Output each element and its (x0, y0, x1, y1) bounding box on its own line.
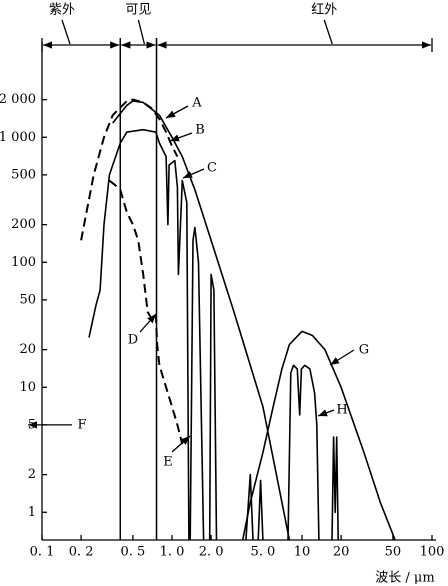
y-tick-label: 200 (11, 217, 36, 232)
curve-label: H (336, 403, 347, 418)
x-tick-label: 5. 0 (250, 545, 275, 560)
annotation-label: F (77, 417, 86, 432)
curve (112, 100, 291, 541)
curve-pointer (139, 313, 157, 333)
x-tick-label: 0. 5 (120, 545, 145, 560)
y-tick-label: 50 (19, 292, 36, 307)
x-tick-label: 50 (385, 545, 402, 560)
x-tick-label: 0. 2 (69, 545, 94, 560)
y-tick-label: 2 000 (0, 92, 36, 107)
y-tick-label: 1 (28, 505, 36, 520)
x-tick-label: 100 (420, 545, 445, 560)
curve (189, 226, 264, 541)
curve-pointer (329, 349, 355, 366)
curve-label: G (359, 343, 369, 358)
region-label: 可见 (125, 3, 151, 18)
y-tick-label: 500 (11, 167, 36, 182)
region-label: 紫外 (49, 3, 75, 18)
y-tick-label: 100 (11, 255, 36, 270)
curve-pointer (171, 435, 191, 453)
region-leader (323, 19, 333, 45)
y-tick-label: 10 (19, 380, 36, 395)
x-axis-label: 波长 / μm (375, 571, 434, 586)
x-tick-label: 20 (333, 545, 350, 560)
region-label: 红外 (311, 2, 337, 18)
curve-label: D (128, 333, 138, 348)
curve-pointer (182, 168, 205, 179)
curve-label: C (207, 161, 217, 176)
curve-label: E (163, 455, 173, 470)
x-tick-label: 10 (294, 545, 311, 560)
y-tick-label: 20 (19, 342, 36, 357)
region-leader (137, 19, 146, 45)
y-tick-label: 1 000 (0, 130, 36, 145)
curve-pointer (165, 105, 189, 119)
curve-label: A (191, 96, 202, 111)
x-tick-label: 2. 0 (199, 545, 224, 560)
curve (241, 330, 396, 541)
x-tick-label: 0. 1 (30, 545, 55, 560)
curve-pointer (317, 409, 335, 417)
y-tick-label: 2 (28, 467, 36, 482)
curve-label: B (195, 123, 205, 138)
curve-pointer (169, 132, 193, 142)
x-tick-label: 1. 0 (160, 545, 185, 560)
region-leader (61, 19, 71, 45)
curve (287, 364, 339, 541)
curve (88, 128, 190, 541)
